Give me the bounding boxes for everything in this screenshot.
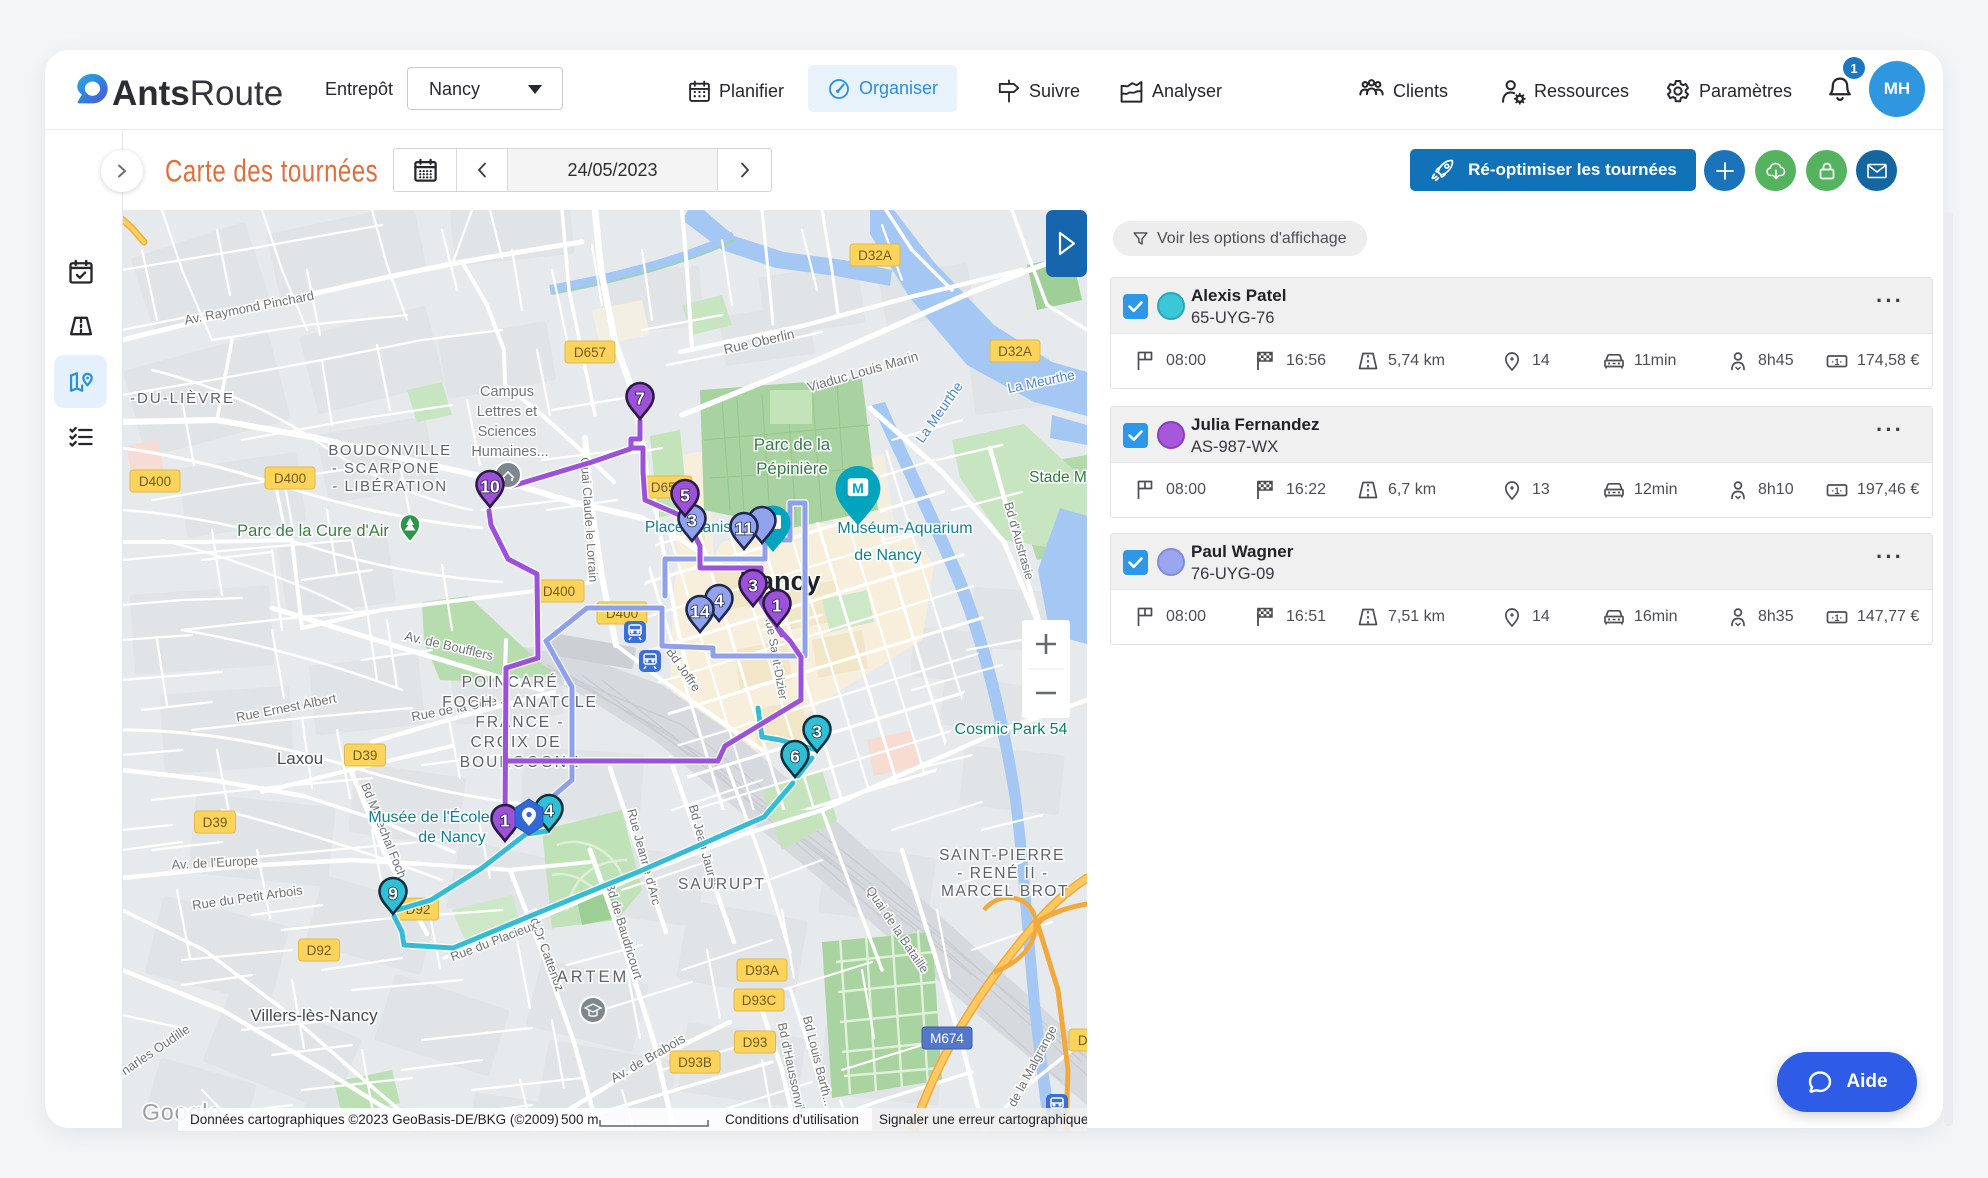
svg-text:Humaines...: Humaines... [471,444,548,460]
svg-text:D93A: D93A [745,963,779,978]
svg-text:Conditions d'utilisation: Conditions d'utilisation [725,1112,859,1127]
svg-text:FOCH - ANATOLE: FOCH - ANATOLE [442,694,598,711]
svg-text:D400: D400 [274,471,306,486]
svg-text:3: 3 [687,511,697,531]
svg-text:D400: D400 [139,474,171,489]
svg-text:Pépinière: Pépinière [756,459,828,478]
svg-text:Muséum-Aquarium: Muséum-Aquarium [837,520,972,537]
svg-text:MARCEL BROT: MARCEL BROT [941,883,1069,900]
svg-text:500 m: 500 m [561,1112,599,1127]
svg-text:6: 6 [790,747,800,767]
svg-text:D93B: D93B [678,1055,712,1070]
svg-text:14: 14 [690,602,710,622]
svg-text:3: 3 [812,722,822,742]
svg-text:5: 5 [680,486,690,506]
svg-text:4: 4 [544,801,554,821]
svg-text:M674: M674 [930,1031,964,1046]
svg-text:D657: D657 [574,345,606,360]
svg-text:de Nancy: de Nancy [854,547,922,564]
svg-text:D39: D39 [203,815,228,830]
svg-text:Stade M: Stade M [1029,469,1087,486]
svg-text:Villers-lès-Nancy: Villers-lès-Nancy [250,1006,378,1025]
svg-text:Parc de la Cure d'Air: Parc de la Cure d'Air [237,522,389,540]
svg-text:ARTEM: ARTEM [557,968,629,986]
svg-text:1: 1 [500,811,510,831]
svg-text:9: 9 [388,884,398,904]
svg-text:SAINT-PIERRE: SAINT-PIERRE [939,847,1065,864]
svg-text:1: 1 [772,596,782,616]
svg-text:D39: D39 [353,748,378,763]
svg-text:10: 10 [480,477,500,497]
svg-text:4: 4 [714,591,724,611]
svg-text:- RENÉ II -: - RENÉ II - [957,865,1048,882]
svg-text:D32A: D32A [998,344,1032,359]
svg-text:POINCARÉ -: POINCARÉ - [462,674,572,691]
svg-text:de Nancy: de Nancy [418,829,486,846]
svg-text:BOUDONVILLE: BOUDONVILLE [328,442,451,459]
svg-text:SAURUPT: SAURUPT [678,876,766,893]
svg-text:D93C: D93C [742,993,777,1008]
svg-text:- LIBÉRATION: - LIBÉRATION [332,478,447,495]
svg-text:Cosmic Park 54: Cosmic Park 54 [955,721,1068,738]
svg-text:FRANCE -: FRANCE - [475,714,564,731]
svg-text:D92: D92 [307,943,332,958]
svg-text:M: M [852,480,864,496]
svg-text:7: 7 [635,389,645,409]
svg-text:CROIX DE: CROIX DE [471,734,562,751]
svg-text:Sciences: Sciences [478,424,537,440]
svg-text:Av. de l'Europe: Av. de l'Europe [171,853,258,873]
svg-text:Musée de l'École: Musée de l'École [368,807,489,826]
svg-text:-DU-LIÈVRE: -DU-LIÈVRE [130,390,235,407]
svg-text:D93: D93 [743,1035,768,1050]
svg-text:Lettres et: Lettres et [477,404,537,420]
svg-text:Laxou: Laxou [277,749,323,768]
svg-text:3: 3 [748,576,758,596]
svg-text:Campus: Campus [480,384,534,400]
svg-text:D400: D400 [543,584,575,599]
svg-text:Données cartographiques ©2023: Données cartographiques ©2023 GeoBasis-D… [190,1112,559,1127]
svg-text:11: 11 [735,519,754,539]
svg-text:D974: D974 [1078,1033,1087,1048]
svg-text:Signaler une erreur cartograph: Signaler une erreur cartographique [879,1112,1087,1127]
svg-text:- SCARPONE: - SCARPONE [332,460,440,477]
svg-text:Parc de la: Parc de la [754,435,831,454]
svg-text:D32A: D32A [858,248,892,263]
